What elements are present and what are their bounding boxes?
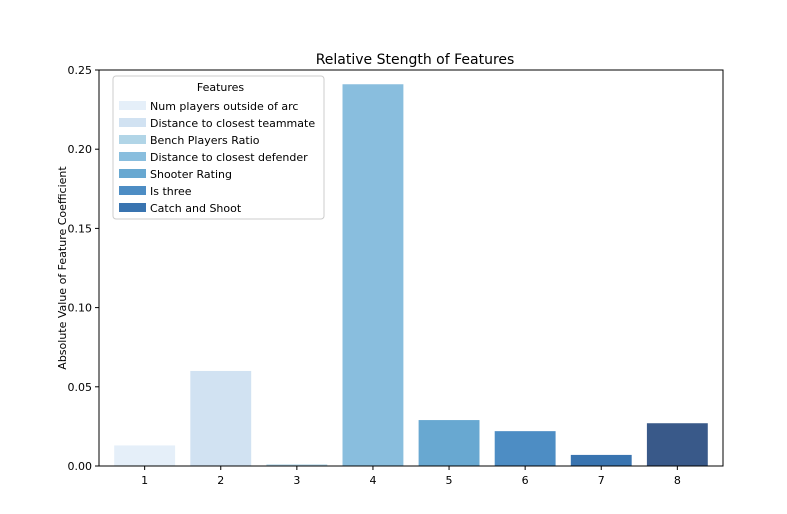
legend-entry-label: Shooter Rating [150,168,232,181]
y-axis-label: Absolute Value of Feature Coefficient [56,166,69,370]
bar-3 [266,464,328,466]
legend-entry-label: Distance to closest defender [150,151,308,164]
x-tick-label: 4 [369,474,376,487]
plot-frame [98,69,724,467]
legend-entry-label: Num players outside of arc [150,100,298,113]
legend-swatch [119,135,146,144]
legend-box [112,75,325,220]
chart-title: Relative Stength of Features [316,52,515,68]
legend-swatch [119,169,146,178]
x-tick-label: 6 [522,474,529,487]
y-tick-label: 0.25 [68,64,93,77]
x-tick-label: 8 [674,474,681,487]
legend-swatch [119,101,146,110]
legend-title: Features [197,81,245,94]
bar-7 [570,454,632,466]
axes-layer: 1 2 3 4 5 6 7 8 0.00 0.05 0.10 0.15 0.20 0.25 [68,64,724,487]
bar-2 [190,370,252,466]
legend-swatch [119,203,146,212]
legend-entry-label: Catch and Shoot [150,202,242,215]
legend-swatch [119,152,146,161]
legend-entry-label: Bench Players Ratio [150,134,260,147]
bar-5 [418,420,480,466]
legend-entry-label: Is three [150,185,192,198]
bar-1 [114,445,176,466]
x-tick-label: 5 [446,474,453,487]
bar-4 [342,84,404,467]
legend-swatch [119,118,146,127]
bars-layer [114,84,708,467]
x-tick-label: 1 [141,474,148,487]
y-tick-label: 0.10 [68,302,93,315]
bar-6 [494,431,556,466]
legend-entry-label: Distance to closest teammate [150,117,315,130]
x-tick-label: 2 [217,474,224,487]
legend: Features Num players outside of arc Distan… [112,75,325,220]
legend-swatch [119,186,146,195]
x-tick-label: 3 [293,474,300,487]
x-tick-label: 7 [598,474,605,487]
y-tick-label: 0.20 [68,143,93,156]
y-tick-label: 0.15 [68,222,93,235]
bar-8 [646,423,708,466]
y-tick-label: 0.00 [68,460,93,473]
y-tick-label: 0.05 [68,381,93,394]
